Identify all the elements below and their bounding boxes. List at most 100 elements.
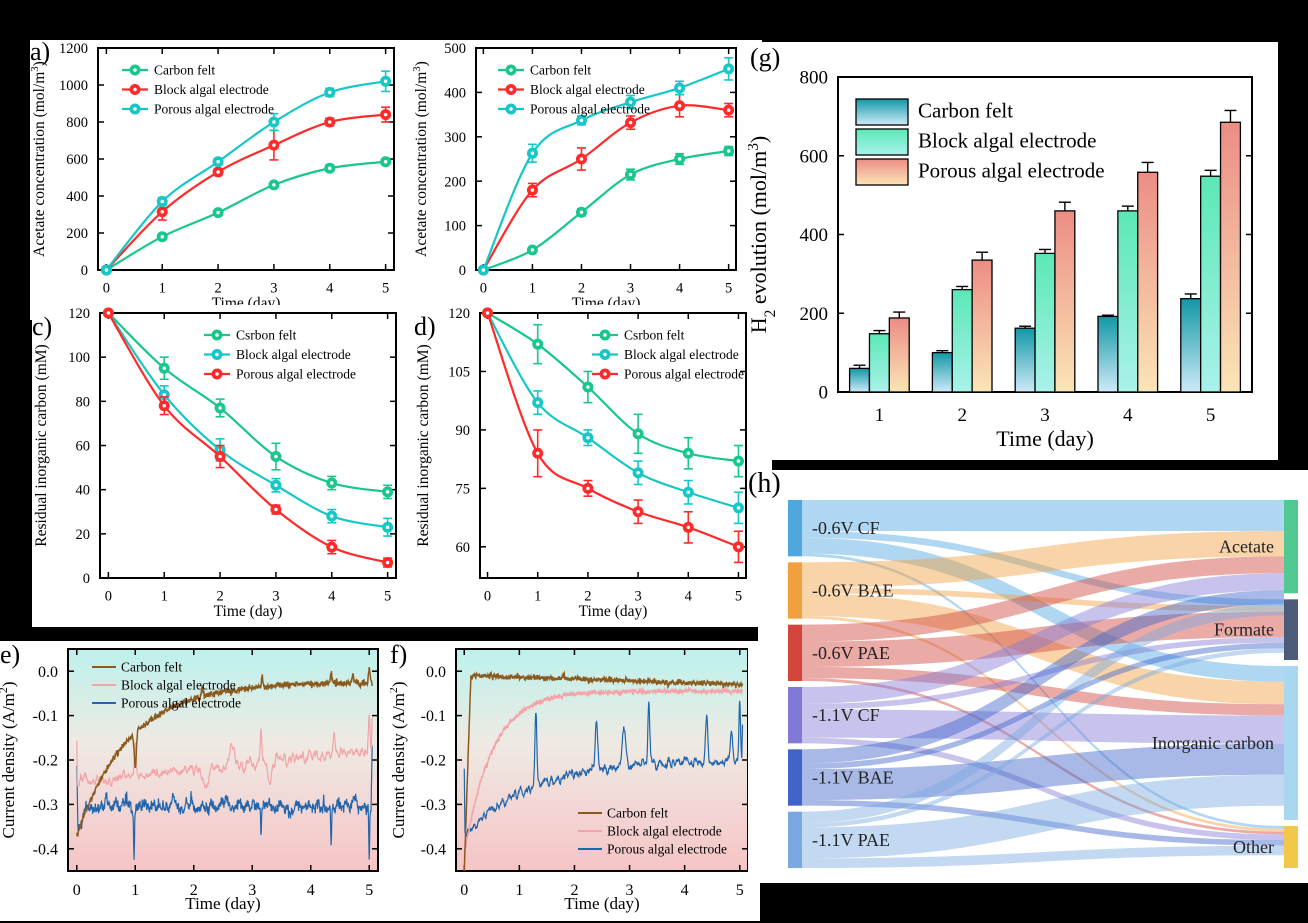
svg-text:Time (day): Time (day) xyxy=(996,426,1094,451)
svg-text:100: 100 xyxy=(444,219,466,235)
svg-text:Block algal electrode: Block algal electrode xyxy=(121,678,236,693)
svg-text:Block algal electrode: Block algal electrode xyxy=(154,82,269,97)
svg-text:e): e) xyxy=(0,641,20,669)
svg-text:2: 2 xyxy=(957,405,967,426)
svg-text:1: 1 xyxy=(515,882,523,899)
svg-text:200: 200 xyxy=(800,304,829,325)
svg-text:Porous algal electrode: Porous algal electrode xyxy=(607,842,727,857)
svg-text:5: 5 xyxy=(384,589,391,605)
svg-text:400: 400 xyxy=(66,189,88,205)
svg-text:-1.1V BAE: -1.1V BAE xyxy=(812,768,894,788)
svg-text:c): c) xyxy=(32,312,52,341)
svg-text:800: 800 xyxy=(800,68,829,89)
svg-text:f): f) xyxy=(390,641,407,669)
svg-text:4: 4 xyxy=(676,281,684,297)
svg-text:Porous algal electrode: Porous algal electrode xyxy=(624,367,744,382)
svg-text:0.0: 0.0 xyxy=(426,664,446,681)
svg-text:-1.1V CF: -1.1V CF xyxy=(812,705,880,725)
svg-text:4: 4 xyxy=(326,281,334,297)
svg-text:60: 60 xyxy=(76,439,91,455)
svg-text:Acetate concentration (mol/m3): Acetate concentration (mol/m3) xyxy=(412,61,430,257)
svg-text:Carbon felt: Carbon felt xyxy=(530,63,591,78)
svg-text:Carbon felt: Carbon felt xyxy=(121,660,182,675)
svg-text:(h): (h) xyxy=(748,470,781,499)
svg-text:Porous algal electrode: Porous algal electrode xyxy=(121,696,241,711)
svg-text:Block algal electrode: Block algal electrode xyxy=(236,347,351,362)
svg-text:5: 5 xyxy=(382,281,389,297)
svg-text:1000: 1000 xyxy=(59,78,88,94)
svg-text:200: 200 xyxy=(444,174,466,190)
svg-text:1: 1 xyxy=(529,281,536,297)
svg-text:Residual inorganic carbon (mM): Residual inorganic carbon (mM) xyxy=(415,344,432,546)
svg-text:500: 500 xyxy=(444,41,466,57)
svg-text:5: 5 xyxy=(365,882,373,899)
svg-text:600: 600 xyxy=(800,146,829,167)
svg-text:0: 0 xyxy=(459,263,466,279)
svg-text:Time (day): Time (day) xyxy=(185,894,260,913)
svg-text:800: 800 xyxy=(66,115,88,131)
svg-text:0.0: 0.0 xyxy=(38,664,58,681)
svg-text:5: 5 xyxy=(735,589,742,605)
svg-text:Residual inorganic carbon (mM): Residual inorganic carbon (mM) xyxy=(33,344,50,546)
svg-text:1: 1 xyxy=(534,589,541,605)
svg-text:4: 4 xyxy=(681,882,689,899)
svg-text:80: 80 xyxy=(76,394,91,410)
svg-text:20: 20 xyxy=(76,527,91,543)
svg-text:105: 105 xyxy=(448,365,470,381)
svg-text:5: 5 xyxy=(1206,405,1216,426)
svg-text:5: 5 xyxy=(725,281,732,297)
svg-text:1: 1 xyxy=(875,405,885,426)
svg-text:(g): (g) xyxy=(750,43,780,72)
svg-text:Carbon felt: Carbon felt xyxy=(607,806,668,821)
svg-text:400: 400 xyxy=(800,225,829,246)
svg-text:0: 0 xyxy=(460,882,468,899)
svg-text:Block algal electrode: Block algal electrode xyxy=(607,824,722,839)
svg-text:-0.6V CF: -0.6V CF xyxy=(812,518,880,538)
svg-text:-0.1: -0.1 xyxy=(421,708,446,725)
svg-text:Inorganic carbon: Inorganic carbon xyxy=(1152,733,1274,753)
svg-text:0: 0 xyxy=(73,882,81,899)
svg-text:0: 0 xyxy=(484,589,491,605)
svg-text:4: 4 xyxy=(685,589,693,605)
svg-text:Time (day): Time (day) xyxy=(579,603,648,620)
svg-text:d): d) xyxy=(414,312,436,341)
svg-text:-0.1: -0.1 xyxy=(33,708,58,725)
svg-text:200: 200 xyxy=(66,226,88,242)
svg-text:Formate: Formate xyxy=(1214,620,1274,640)
svg-text:a): a) xyxy=(30,40,50,66)
svg-text:-0.6V BAE: -0.6V BAE xyxy=(812,581,894,601)
svg-text:Time (day): Time (day) xyxy=(564,894,639,913)
svg-text:0: 0 xyxy=(83,571,90,587)
svg-text:Block algal electrode: Block algal electrode xyxy=(624,347,739,362)
svg-text:0: 0 xyxy=(480,281,487,297)
svg-text:90: 90 xyxy=(456,423,471,439)
svg-text:Other: Other xyxy=(1233,837,1274,857)
svg-text:0: 0 xyxy=(819,383,829,404)
svg-text:4: 4 xyxy=(307,882,315,899)
svg-text:4: 4 xyxy=(328,589,336,605)
svg-text:Porous algal electrode: Porous algal electrode xyxy=(918,159,1105,183)
svg-text:1: 1 xyxy=(131,882,139,899)
svg-text:Block algal electrode: Block algal electrode xyxy=(530,82,645,97)
svg-text:5: 5 xyxy=(736,882,744,899)
svg-text:Csrbon felt: Csrbon felt xyxy=(624,328,685,343)
svg-text:1200: 1200 xyxy=(59,41,88,57)
svg-text:-0.2: -0.2 xyxy=(421,753,446,770)
svg-text:-0.4: -0.4 xyxy=(33,841,58,858)
svg-text:Time (day): Time (day) xyxy=(214,603,283,620)
svg-text:4: 4 xyxy=(1123,405,1133,426)
svg-text:100: 100 xyxy=(68,350,90,366)
svg-text:Carbon felt: Carbon felt xyxy=(918,99,1013,123)
svg-text:75: 75 xyxy=(456,481,471,497)
svg-text:0: 0 xyxy=(103,281,110,297)
svg-text:Csrbon felt: Csrbon felt xyxy=(236,328,297,343)
svg-text:-1.1V PAE: -1.1V PAE xyxy=(812,830,890,850)
svg-text:1: 1 xyxy=(161,589,168,605)
svg-text:-0.3: -0.3 xyxy=(33,797,58,814)
svg-text:0: 0 xyxy=(105,589,112,605)
svg-text:Porous algal electrode: Porous algal electrode xyxy=(154,102,274,117)
svg-text:Carbon felt: Carbon felt xyxy=(154,63,215,78)
svg-text:40: 40 xyxy=(76,483,91,499)
svg-text:Porous algal electrode: Porous algal electrode xyxy=(236,367,356,382)
svg-text:Block algal electrode: Block algal electrode xyxy=(918,129,1096,153)
